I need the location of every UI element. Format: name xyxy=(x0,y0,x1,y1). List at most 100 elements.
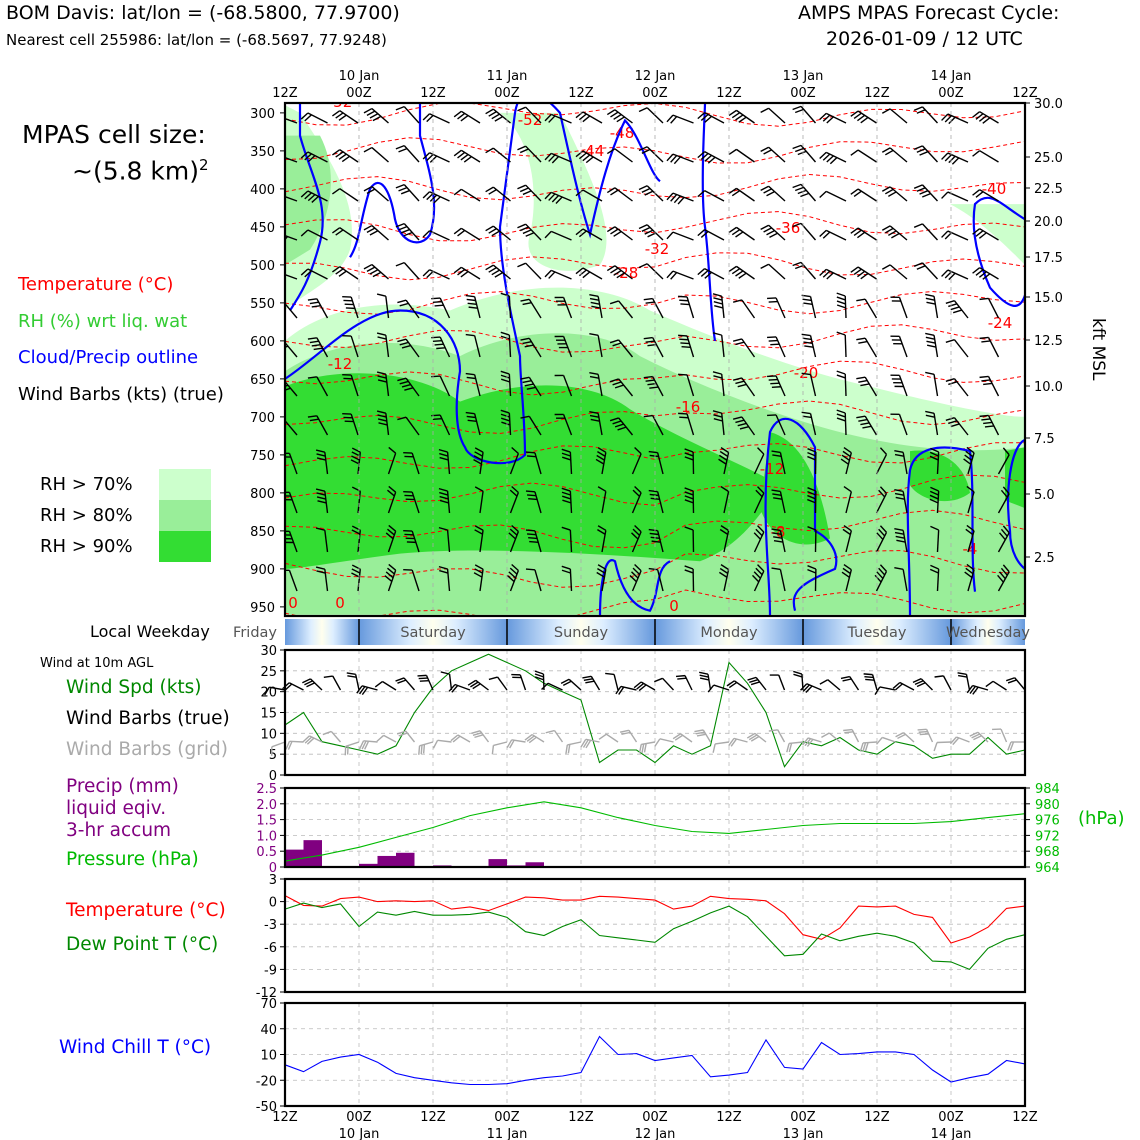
wind-barb-feather xyxy=(731,190,741,197)
wind-barb-feather xyxy=(997,574,1004,583)
wind-barb xyxy=(936,529,940,553)
wind-barb-feather xyxy=(792,222,802,228)
wind-barb xyxy=(997,454,1010,475)
wind-barb-feather xyxy=(404,387,414,391)
wind-barb-feather xyxy=(856,415,866,419)
wind-barb-feather xyxy=(969,685,976,695)
wind-barb-feather xyxy=(450,734,459,742)
wind-barb xyxy=(324,530,329,553)
chill-panel-ytick-label: 40 xyxy=(260,1023,277,1038)
chill-panel-ytick-label: -50 xyxy=(256,1100,277,1115)
wind-barb xyxy=(606,733,619,743)
wind-barb-feather xyxy=(680,342,690,345)
temperature-contour-label: -32 xyxy=(645,240,670,258)
wind-barb-feather xyxy=(465,411,475,415)
wind-barb-feather xyxy=(952,309,962,314)
wind-barb-feather xyxy=(388,524,397,532)
wind-barb-feather xyxy=(881,147,891,153)
wind-barb-feather xyxy=(589,414,599,418)
wind-barb-feather xyxy=(895,732,904,738)
wind-barb-feather xyxy=(432,739,439,749)
wind-barb-feather xyxy=(316,496,326,500)
wind-barb-feather xyxy=(522,229,532,235)
wind-barb-feather xyxy=(894,527,904,532)
temp-panel-ytick-label: -6 xyxy=(264,941,277,956)
wind-barb-feather xyxy=(338,270,347,277)
wind-barb-feather xyxy=(500,413,510,418)
wind-barb-feather xyxy=(474,529,483,535)
wind-barb-feather xyxy=(895,535,905,539)
wind-barb-feather xyxy=(836,413,846,418)
wind-barb-feather xyxy=(850,110,859,117)
wind-barb-feather xyxy=(732,338,743,342)
rh-region xyxy=(500,112,607,271)
wind-barb xyxy=(809,374,817,397)
wind-barb-feather xyxy=(819,268,827,277)
rh-legend-swatch-1 xyxy=(159,500,211,531)
wind-barb-feather xyxy=(491,113,500,120)
wind-barb-feather xyxy=(773,540,784,543)
pressure-line xyxy=(284,801,1026,862)
wind-barb-feather xyxy=(438,565,448,570)
wind-barb-feather xyxy=(304,270,312,278)
wind-barb-feather xyxy=(772,493,782,497)
wind-barb-feather xyxy=(610,267,619,274)
wind-barb-feather xyxy=(384,575,393,582)
wind-barb-feather xyxy=(561,452,571,457)
wind-barb xyxy=(618,300,634,319)
wind-barb xyxy=(371,147,389,163)
wind-barb-feather xyxy=(879,564,888,572)
wind-barb-feather xyxy=(916,148,926,153)
wind-barb-feather xyxy=(998,532,1006,541)
wind-barb-feather xyxy=(966,563,975,571)
wind-barb-feather xyxy=(926,344,937,348)
wind-barb-feather xyxy=(666,192,674,201)
wind-barb-feather xyxy=(829,157,838,165)
legend-item-0: Temperature (°C) xyxy=(18,274,174,295)
wind-barb-feather xyxy=(366,266,376,273)
pressure-tick-label: 550 xyxy=(250,297,275,312)
wind-barb-feather xyxy=(285,236,289,241)
wind-barb-feather xyxy=(488,676,498,681)
wind-barb-feather xyxy=(645,379,655,382)
wind-barb-feather xyxy=(929,498,939,504)
wind-barb-feather xyxy=(508,571,517,579)
wind-barb-feather xyxy=(397,299,407,304)
wind-barb-feather xyxy=(792,105,802,111)
wind-barb-feather xyxy=(684,456,694,461)
wind-barb-feather xyxy=(941,113,949,121)
wind-barb-feather xyxy=(575,267,584,275)
wind-panel-ytick-label: 5 xyxy=(269,748,277,763)
wind-barb-feather xyxy=(894,531,904,535)
wind-barb-feather xyxy=(422,269,431,277)
wind-barb-feather xyxy=(1000,489,1008,498)
wind-barb-feather xyxy=(612,342,622,347)
wind-barb-feather xyxy=(822,114,831,122)
kft-tick-label: 15.0 xyxy=(1034,291,1063,306)
wind-barb-feather xyxy=(575,189,584,197)
wind-barb-feather xyxy=(760,185,769,192)
cloud-outline xyxy=(349,103,436,258)
wind-barb-feather xyxy=(917,728,927,731)
wind-barb-feather xyxy=(859,742,864,752)
wind-barb-feather xyxy=(351,572,360,578)
wind-barb-feather xyxy=(941,269,949,277)
wind-barb xyxy=(509,453,520,475)
wind-barb-feather xyxy=(474,447,484,453)
wind-barb-feather xyxy=(274,195,280,202)
wind-barb-feather xyxy=(891,232,900,239)
wind-barb-feather xyxy=(697,112,706,120)
wind-barb-feather xyxy=(376,734,385,742)
wind-barb-feather xyxy=(768,300,778,303)
wind-barb-feather xyxy=(439,569,449,574)
wind-barb-feather xyxy=(707,156,716,164)
wind-barb-feather xyxy=(578,152,587,160)
wind-barb xyxy=(285,273,298,280)
wind-barb-feather xyxy=(842,528,851,536)
wind-barb-feather xyxy=(735,341,745,346)
wind-barb xyxy=(285,156,298,163)
wind-barb-feather xyxy=(929,451,939,457)
wind-barb-feather xyxy=(313,347,323,351)
wind-barb-feather xyxy=(397,416,407,421)
rh-region xyxy=(1005,447,1025,509)
